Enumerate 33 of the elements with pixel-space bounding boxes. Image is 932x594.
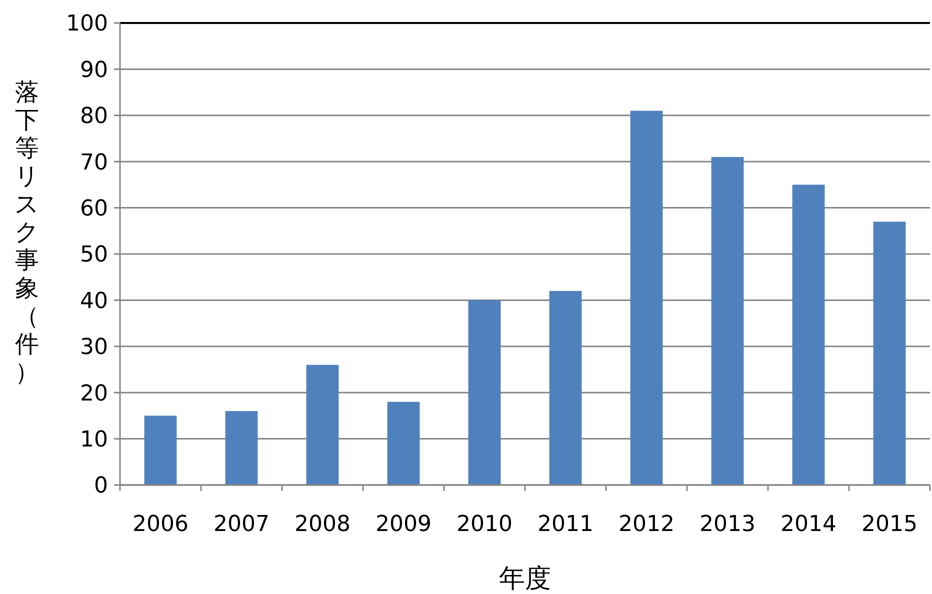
x-tick-label: 2010 [456, 512, 512, 537]
x-tick-label: 2007 [214, 512, 270, 537]
bar [225, 411, 258, 485]
bar [792, 184, 825, 485]
bar [630, 110, 663, 485]
bar [711, 156, 744, 485]
y-tick-label: 40 [80, 288, 108, 314]
x-tick-label: 2006 [132, 512, 188, 537]
y-tick-label: 100 [66, 12, 108, 37]
y-tick-label: 90 [80, 58, 108, 83]
y-tick-label: 0 [94, 474, 108, 499]
y-tick-label: 60 [80, 196, 108, 222]
x-tick-label: 2014 [780, 512, 836, 537]
bar [549, 290, 582, 485]
x-tick-label: 2008 [294, 512, 350, 537]
x-tick-label: 2013 [700, 512, 756, 537]
text: 落下等リスク事象（件） [14, 78, 40, 386]
bar [306, 364, 339, 485]
x-tick-label: 2011 [538, 512, 594, 537]
y-tick-label: 80 [80, 104, 108, 130]
x-axis-title: 年度 [499, 564, 551, 594]
y-tick-label: 20 [80, 381, 108, 406]
x-tick-label: 2015 [862, 512, 918, 537]
bar [873, 222, 906, 485]
x-tick-label: 2009 [376, 512, 432, 537]
bar [387, 402, 420, 485]
x-tick-label: 2012 [618, 512, 674, 537]
bar [468, 300, 501, 485]
y-tick-label: 10 [80, 428, 108, 452]
y-tick-label: 30 [80, 335, 108, 360]
y-tick-label: 70 [80, 150, 108, 176]
y-tick-label: 50 [80, 242, 108, 268]
bar [144, 416, 177, 485]
